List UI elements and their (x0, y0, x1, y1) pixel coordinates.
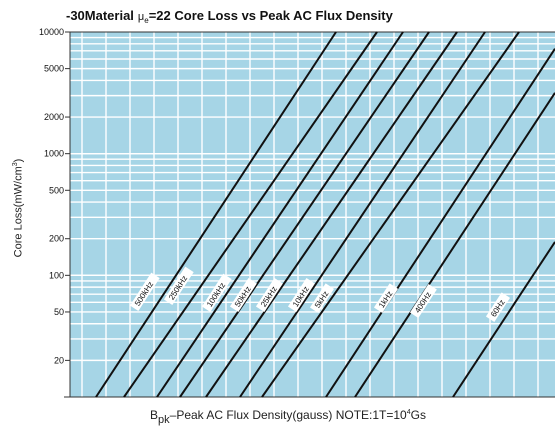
series-label-background (309, 283, 335, 313)
y-tick-label: 1000 (44, 149, 64, 159)
y-tick-label: 200 (49, 234, 64, 244)
series-line (95, 31, 337, 398)
series-label-background (485, 292, 511, 322)
x-axis-label: Bpk–Peak AC Flux Density(gauss) NOTE:1T=… (150, 408, 426, 426)
series-label-background (129, 272, 160, 311)
series-line (261, 31, 520, 398)
series-line (156, 31, 404, 398)
series-label-background (163, 266, 194, 305)
series-line (123, 31, 378, 398)
series-label-background (229, 278, 257, 312)
y-tick-label: 50 (54, 307, 64, 317)
series-line (325, 48, 555, 398)
series-label-background (373, 283, 399, 313)
series-label-background (409, 284, 437, 318)
chart-title: -30Material μe=22 Core Loss vs Peak AC Fl… (66, 8, 393, 25)
y-tick-label: 20 (54, 355, 64, 365)
series-label-background (201, 273, 232, 312)
y-tick-label: 5000 (44, 64, 64, 74)
series-line (239, 31, 486, 398)
y-tick-label: 2000 (44, 112, 64, 122)
y-tick-label: 100 (49, 270, 64, 280)
series-label-background (287, 278, 315, 312)
y-axis-label: Core Loss(mW/cm3) (12, 158, 25, 258)
series-line (452, 241, 555, 398)
plot-background (70, 32, 555, 397)
series-line (205, 31, 458, 398)
series-line (354, 92, 555, 398)
y-tick-label: 500 (49, 185, 64, 195)
series-label-background (255, 278, 283, 312)
y-tick-label: 10000 (39, 27, 64, 37)
series-line (179, 31, 430, 398)
